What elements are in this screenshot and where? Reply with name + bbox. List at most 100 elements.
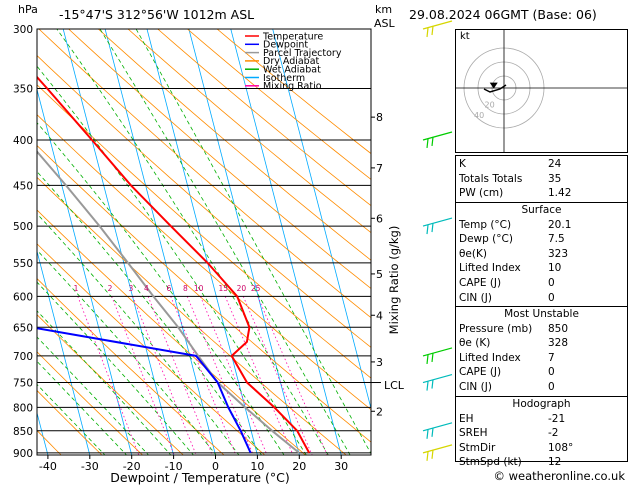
mu-row-pressure: Pressure (mb) 850 — [459, 322, 569, 335]
isotherm-line — [37, 249, 91, 455]
dry-adiabat-line — [37, 351, 144, 455]
km-tick-label: 8 — [376, 111, 383, 124]
dry-adiabat-line — [37, 389, 103, 455]
wind-barb-feather — [431, 136, 434, 147]
isotherm-line — [104, 29, 216, 455]
legend-entry: Dry Adiabat — [263, 56, 320, 67]
x-tick-label: -10 — [165, 460, 183, 473]
pressure-tick-label: 700 — [13, 351, 33, 363]
isotherm-line — [0, 2, 6, 455]
mixing-ratio-line — [147, 296, 213, 455]
x-tick-label: -20 — [123, 460, 141, 473]
mixing-ratio-line — [170, 296, 237, 455]
isotherm-line — [272, 29, 371, 410]
mixing-ratio-label: 1 — [74, 284, 79, 293]
wind-barb-feather — [426, 381, 429, 391]
pressure-tick-label: 650 — [13, 322, 33, 334]
mixing-ratio-label: 25 — [251, 284, 261, 293]
pressure-tick-label: 800 — [13, 402, 33, 414]
indices-panel: K 24 Totals Totals 35 PW (cm) 1.42 Surface … — [455, 155, 628, 468]
wind-barb-staff — [422, 373, 453, 384]
x-tick-label: 10 — [250, 460, 264, 473]
dry-adiabat-line — [97, 29, 371, 261]
km-tick-label: 6 — [376, 212, 383, 225]
plot-frame — [36, 28, 372, 456]
pressure-tick-label: 750 — [13, 378, 33, 390]
legend-entry: Mixing Ratio — [263, 81, 322, 92]
wet-adiabat-line — [37, 360, 128, 455]
isotherm-line — [37, 88, 133, 455]
legend-entry: Isotherm — [263, 73, 305, 84]
surface-row-dewp: Dewp (°C) 7.5 — [459, 233, 565, 246]
hodograph-ring-label: 20 — [485, 101, 495, 110]
dry-adiabat-line — [37, 278, 225, 455]
wind-barb-feather — [426, 27, 429, 38]
wind-barb — [422, 131, 453, 149]
parcel-trajectory-line — [37, 150, 300, 454]
legend-entry: Dewpoint — [263, 40, 308, 51]
index-row-totals: Totals Totals 35 — [459, 172, 562, 185]
km-tick-label: 7 — [376, 162, 383, 175]
dry-adiabat-line — [37, 243, 266, 455]
km-tick-label: 2 — [376, 405, 383, 418]
dry-adiabat-line — [37, 145, 371, 443]
mixing-ratio-label: 15 — [218, 284, 228, 293]
hodo-row-stmdir: StmDir 108° — [459, 441, 574, 454]
legend-entry: Parcel Trajectory — [263, 48, 342, 59]
hodo-row-eh: EH -21 — [459, 412, 566, 425]
mixing-ratio-line — [224, 296, 294, 455]
wind-barb — [422, 373, 453, 391]
dry-adiabat-line — [37, 209, 307, 455]
index-row-k: K 24 — [459, 158, 562, 170]
mu-row-li: Lifted Index 7 — [459, 351, 555, 364]
legend-entry: Wet Adiabat — [263, 65, 321, 76]
datetime-title: 29.08.2024 06GMT (Base: 06) — [409, 7, 597, 22]
y-axis-right-label: Mixing Ratio (g/kg) — [387, 226, 401, 335]
dry-adiabat-line — [186, 29, 371, 180]
wind-barb — [422, 422, 453, 439]
km-tick-label: 5 — [376, 268, 383, 281]
wind-barb — [422, 444, 453, 461]
wind-barb-staff — [422, 444, 453, 454]
pressure-tick-label: 450 — [13, 180, 33, 192]
pressure-tick-label: 600 — [13, 291, 33, 303]
wind-barb-feather — [426, 138, 429, 149]
mu-row-cape: CAPE (J) 0 — [459, 366, 555, 379]
x-tick-label: 20 — [292, 460, 306, 473]
pressure-tick-label: 400 — [13, 135, 33, 147]
wind-barb-feather — [431, 427, 434, 437]
isotherm-line — [230, 29, 342, 455]
surface-row-thetae: θe(K) 323 — [459, 247, 569, 260]
hodograph-panel: 20 40 kt — [455, 29, 628, 153]
wind-barb-staff — [422, 422, 453, 432]
surface-row-cin: CIN (J) 0 — [459, 291, 555, 304]
hodograph-kt-label: kt — [460, 31, 470, 42]
mixing-ratio-label: 3 — [129, 284, 134, 293]
wind-barb-feather — [426, 225, 429, 235]
mixing-ratio-line — [132, 296, 197, 455]
x-axis-label: Dewpoint / Temperature (°C) — [110, 470, 289, 485]
mixing-ratio-line — [111, 296, 175, 455]
pressure-tick-label: 550 — [13, 258, 33, 270]
hodograph-title: Hodograph — [512, 398, 571, 410]
x-tick-label: -30 — [81, 460, 99, 473]
dry-adiabat-line — [216, 29, 371, 155]
x-tick-label: -40 — [39, 460, 57, 473]
surface-row-li: Lifted Index 10 — [459, 262, 562, 275]
copyright[interactable]: © weatheronline.co.uk — [493, 469, 625, 483]
location-title: -15°47'S 312°56'W 1012m ASL — [59, 7, 255, 22]
legend-entry: Temperature — [262, 31, 323, 42]
pressure-tick-label: 900 — [13, 448, 33, 460]
dry-adiabat-line — [68, 29, 371, 290]
wind-barb-staff — [422, 20, 453, 30]
mixing-ratio-label: 10 — [194, 284, 204, 293]
hodo-row-sreh: SREH -2 — [459, 427, 559, 440]
wind-barb — [422, 217, 453, 235]
hodograph-ring-label: 40 — [474, 111, 484, 120]
wet-adiabat-line — [37, 249, 217, 455]
wind-barb-staff — [422, 131, 453, 141]
dry-adiabat-line — [157, 29, 371, 207]
dry-adiabat-line — [37, 429, 62, 455]
dry-adiabat-line — [37, 84, 371, 379]
dry-adiabat-line — [37, 55, 371, 348]
